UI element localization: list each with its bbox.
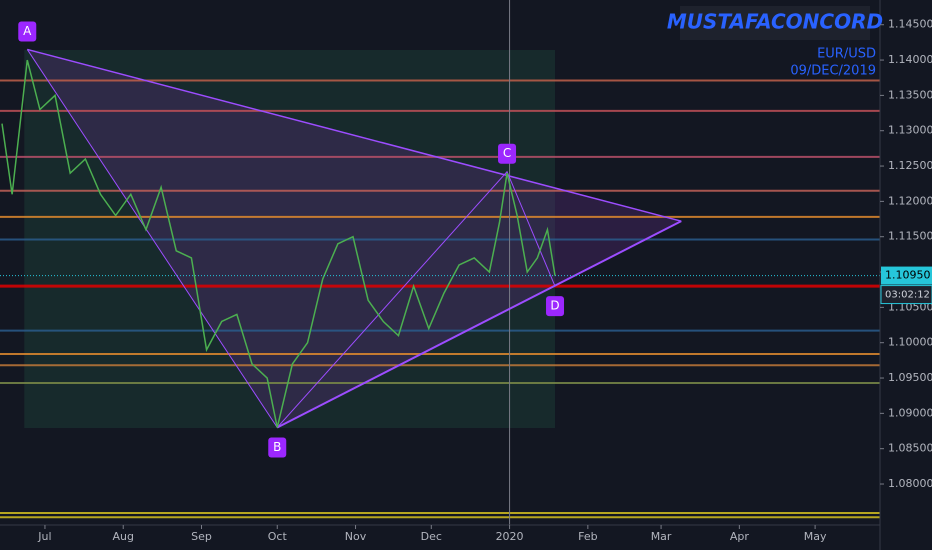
countdown-label: 03:02:12 bbox=[885, 290, 930, 301]
date: 09/DEC/2019 bbox=[790, 64, 876, 79]
watermark: MUSTAFACONCORD bbox=[667, 10, 883, 34]
y-tick-label: 1.13500 bbox=[888, 88, 932, 101]
x-tick-label: Oct bbox=[268, 530, 288, 543]
y-tick-label: 1.14000 bbox=[888, 53, 932, 66]
symbol: EUR/USD bbox=[817, 47, 876, 62]
x-tick-label: Apr bbox=[730, 530, 750, 543]
zigzag bbox=[26, 49, 556, 429]
y-tick-label: 1.09000 bbox=[888, 406, 932, 419]
x-tick-label: Aug bbox=[112, 530, 133, 543]
y-tick-label: 1.11500 bbox=[888, 230, 932, 243]
y-tick-label: 1.08000 bbox=[888, 477, 932, 490]
y-tick-label: 1.14500 bbox=[888, 18, 932, 31]
price-line bbox=[1, 59, 556, 428]
point-label: C bbox=[503, 146, 511, 160]
y-tick-label: 1.12000 bbox=[888, 194, 932, 207]
x-tick-label: Mar bbox=[651, 530, 672, 543]
x-tick-label: Jul bbox=[37, 530, 51, 543]
plot-area bbox=[0, 0, 880, 525]
x-tick-label: May bbox=[804, 530, 827, 543]
x-tick-label: Feb bbox=[578, 530, 597, 543]
x-tick-label: 2020 bbox=[496, 530, 524, 543]
triangle-zone bbox=[27, 49, 682, 428]
y-tick-label: 1.08500 bbox=[888, 442, 932, 455]
countdown-box bbox=[880, 285, 932, 305]
y-tick-label: 1.10000 bbox=[888, 336, 932, 349]
lower-trendline bbox=[276, 220, 682, 429]
point-label: B bbox=[273, 440, 281, 454]
point-label: A bbox=[23, 24, 32, 38]
last-price-box bbox=[881, 266, 932, 285]
point-marker bbox=[498, 143, 517, 164]
y-tick-label: 1.09500 bbox=[888, 371, 932, 384]
point-marker bbox=[268, 437, 287, 458]
y-tick-label: 1.12500 bbox=[888, 159, 932, 172]
last-price-label: 1.10950 bbox=[885, 269, 931, 282]
x-tick-label: Nov bbox=[345, 530, 367, 543]
point-marker bbox=[546, 296, 565, 317]
point-marker bbox=[18, 21, 37, 42]
x-tick-label: Dec bbox=[421, 530, 442, 543]
y-tick-label: 1.13000 bbox=[888, 124, 932, 137]
upper-trendline bbox=[27, 48, 682, 222]
watermark-box bbox=[680, 6, 870, 40]
point-label: D bbox=[550, 299, 559, 313]
x-tick-label: Sep bbox=[191, 530, 212, 543]
